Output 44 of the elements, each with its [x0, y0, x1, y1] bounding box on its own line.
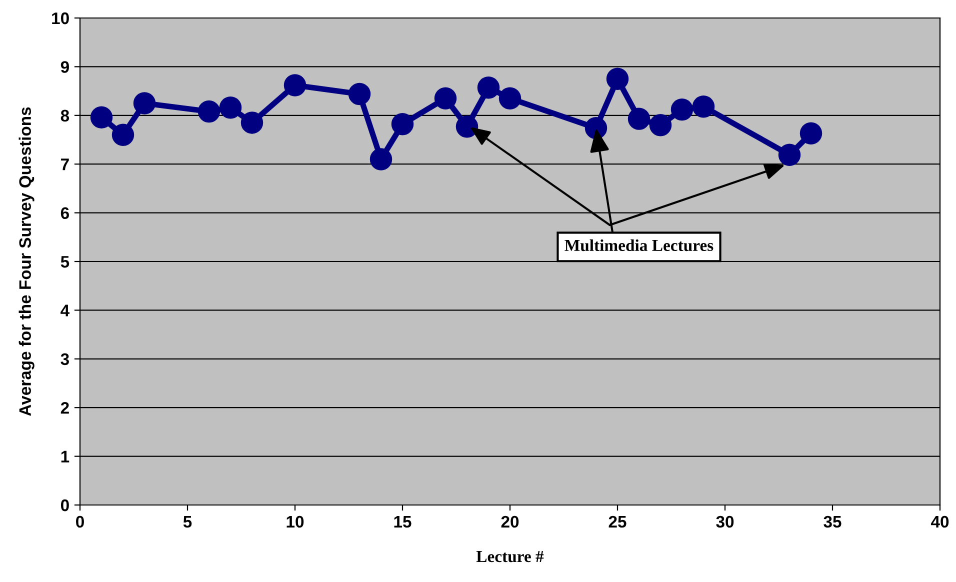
point — [391, 113, 414, 136]
point — [348, 82, 371, 106]
point — [240, 112, 264, 134]
point — [434, 87, 457, 110]
x-tick-label: 15 — [394, 516, 412, 528]
point — [219, 96, 242, 119]
point — [477, 76, 500, 99]
x-tick-label: 10 — [286, 516, 304, 528]
y-tick-label: 3 — [60, 353, 69, 366]
point — [198, 100, 220, 123]
x-axis-title: Lecture # — [476, 551, 544, 562]
y-tick-label: 1 — [61, 450, 70, 462]
point — [628, 108, 650, 130]
x-tick-label: 35 — [824, 516, 842, 528]
point — [670, 98, 694, 121]
y-tick-label: 9 — [60, 61, 69, 73]
x-tick-label: 25 — [608, 516, 626, 528]
y-tick-label: 7 — [61, 158, 69, 170]
point — [90, 106, 113, 128]
x-tick-label: 5 — [183, 516, 192, 528]
annotation: Multimedia Lectures — [564, 239, 714, 252]
y-tick-label: 6 — [60, 207, 69, 220]
point — [112, 124, 134, 146]
point — [800, 122, 822, 145]
y-tick-label: 5 — [60, 256, 70, 268]
point — [370, 148, 392, 170]
point — [649, 114, 672, 136]
point — [692, 96, 715, 118]
point — [284, 74, 306, 96]
y-tick-label: 0 — [60, 499, 69, 512]
y-tick-label: 10 — [52, 12, 69, 24]
point — [606, 68, 629, 90]
y-tick-label: 4 — [60, 304, 70, 316]
point — [778, 144, 801, 166]
x-tick-label: 40 — [930, 516, 949, 528]
x-tick-label: 0 — [76, 516, 84, 528]
x-tick-label: 30 — [716, 516, 734, 528]
y-tick-label: 8 — [60, 110, 70, 122]
y-tick-label: 2 — [60, 402, 69, 414]
point — [456, 115, 478, 138]
point — [498, 87, 522, 110]
point — [133, 92, 156, 114]
x-tick-label: 20 — [501, 516, 519, 528]
y-axis-title: Average for the Four Survey Questions — [18, 107, 34, 416]
